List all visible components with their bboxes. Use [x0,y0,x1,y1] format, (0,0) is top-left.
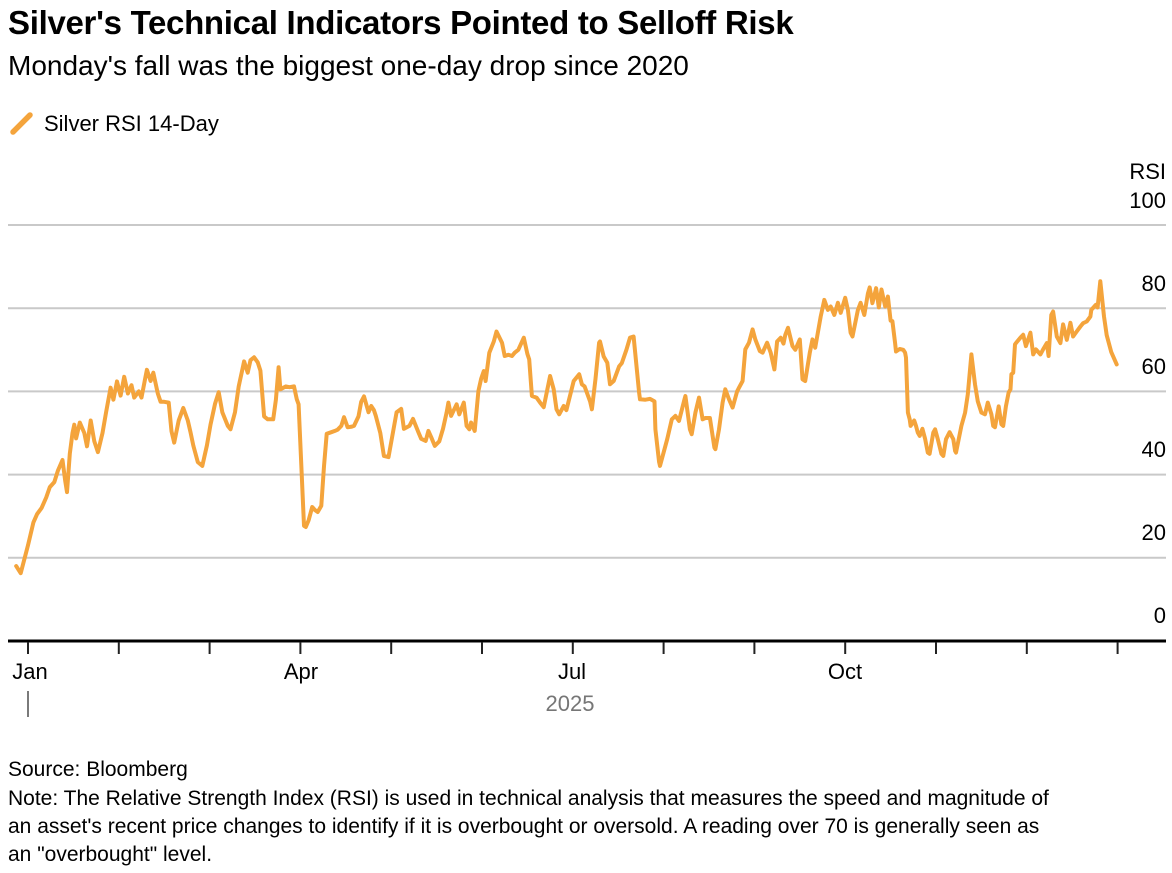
note-line: an asset's recent price changes to ident… [8,815,1040,838]
x-tick-label-oct: Oct [827,659,863,684]
legend-label: Silver RSI 14-Day [44,111,219,136]
x-tick-label-apr: Apr [283,659,319,684]
y-tick-label-60: 60 [1141,354,1166,379]
source-line: Source: Bloomberg [8,758,188,781]
note-line: an "overbought" level. [8,843,213,866]
page-title: Silver's Technical Indicators Pointed to… [8,4,794,41]
year-label: 2025 [545,691,595,716]
y-tick-label-40: 40 [1141,437,1166,462]
rsi-series-line [14,279,1119,576]
legend: Silver RSI 14-Day [8,110,219,138]
y-tick-label-80: 80 [1141,271,1166,296]
y-axis-title: RSI [1129,159,1166,184]
y-tick-label-100: 100 [1129,188,1166,213]
note-line: Note: The Relative Strength Index (RSI) … [8,787,1049,810]
orange-slash-icon [8,111,36,137]
note-text: Note: The Relative Strength Index (RSI) … [8,785,1168,869]
page-subtitle: Monday's fall was the biggest one-day dr… [8,50,689,81]
x-tick-label-jan: Jan [12,659,48,684]
year-start-tick [27,691,29,717]
y-tick-label-0: 0 [1153,603,1166,628]
y-tick-label-20: 20 [1141,520,1166,545]
x-tick-label-jul: Jul [557,659,587,684]
